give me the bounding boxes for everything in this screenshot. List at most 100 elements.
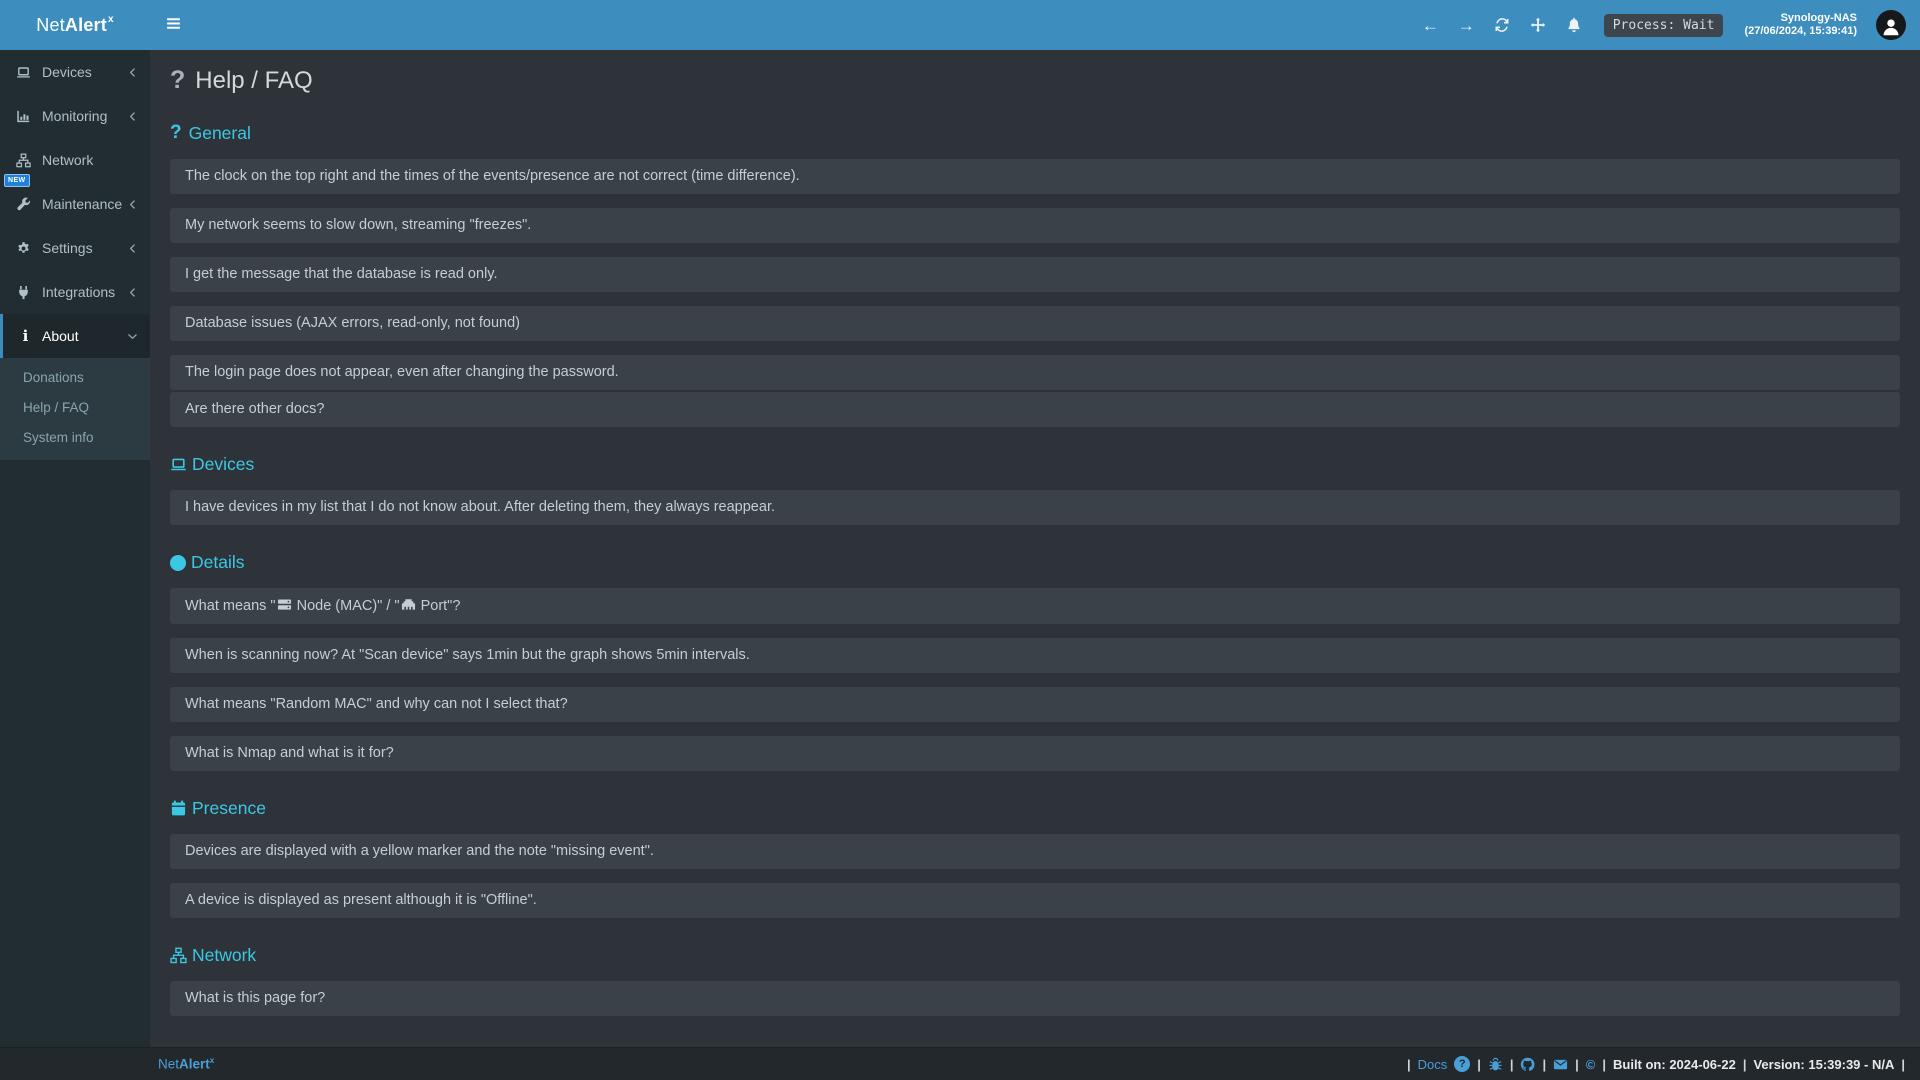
footer: NetAlertx | Docs | | | | © | Built on: 2…	[0, 1047, 1920, 1080]
faq-section-presence: Presence Devices are displayed with a yel…	[170, 798, 1900, 918]
page-title-text: Help / FAQ	[195, 66, 313, 94]
question-icon: ?	[170, 66, 186, 94]
brand-alert: Alert	[64, 14, 107, 35]
host-timestamp: (27/06/2024, 15:39:41)	[1744, 25, 1857, 37]
footer-brand-sup: x	[209, 1056, 215, 1066]
separator: |	[1542, 1056, 1547, 1072]
faq-section-details: Details What means " Node (MAC)" / " Port…	[170, 552, 1900, 771]
sidebar-item-maintenance[interactable]: NEW Maintenance	[0, 174, 150, 226]
question-circle-icon[interactable]	[1454, 1056, 1471, 1072]
faq-item[interactable]: I get the message that the database is r…	[170, 257, 1900, 292]
hamburger-icon	[165, 15, 182, 35]
faq-item[interactable]: What means " Node (MAC)" / " Port"?	[170, 588, 1900, 624]
section-title: General	[188, 122, 251, 143]
faq-item[interactable]: The login page does not appear, even aft…	[170, 355, 1900, 390]
info-icon: i	[22, 327, 29, 345]
bug-icon[interactable]	[1488, 1057, 1503, 1072]
sidebar-item-label: Devices	[42, 64, 92, 80]
laptop-icon	[170, 456, 187, 473]
sidebar-item-integrations[interactable]: Integrations	[0, 270, 150, 314]
back-arrow-icon[interactable]: ←	[1421, 15, 1439, 35]
section-header: Devices	[170, 454, 1900, 475]
sidebar-subitem-system-info[interactable]: System info	[23, 429, 94, 445]
faq-item[interactable]: Are there other docs?	[170, 392, 1900, 427]
separator: |	[1406, 1056, 1411, 1072]
docs-link[interactable]: Docs	[1417, 1056, 1448, 1072]
server-icon	[277, 597, 292, 612]
question-icon: ?	[170, 122, 182, 143]
laptop-icon	[16, 65, 35, 80]
separator: |	[1742, 1056, 1747, 1072]
plug-icon	[16, 285, 35, 300]
separator: |	[1509, 1056, 1514, 1072]
section-title: Devices	[192, 454, 255, 474]
faq-item[interactable]: What is this page for?	[170, 981, 1900, 1016]
faq-item[interactable]: My network seems to slow down, streaming…	[170, 208, 1900, 243]
main-content: ? Help / FAQ ? General The clock on the to…	[150, 50, 1920, 1047]
sidebar-item-devices[interactable]: Devices	[0, 50, 150, 94]
calendar-icon	[170, 800, 187, 817]
section-header: ? General	[170, 122, 1900, 144]
ethernet-icon	[401, 597, 416, 612]
new-badge: NEW	[4, 174, 30, 187]
wrench-icon	[16, 197, 35, 212]
chevron-left-icon	[127, 243, 138, 254]
bell-icon[interactable]	[1566, 17, 1583, 34]
sidebar-item-label: Settings	[42, 240, 93, 256]
faq-section-general: ? General The clock on the top right and t…	[170, 122, 1900, 427]
gear-icon	[16, 241, 35, 256]
sidebar-item-label: Monitoring	[42, 108, 108, 124]
sidebar: Devices Monitoring Network NEW Maintenance Se…	[0, 50, 150, 1047]
move-icon[interactable]	[1530, 17, 1547, 34]
chevron-left-icon	[127, 67, 138, 78]
chevron-left-icon	[127, 111, 138, 122]
brand-net: Net	[36, 14, 65, 35]
chevron-left-icon	[127, 199, 138, 210]
github-icon[interactable]	[1520, 1057, 1535, 1072]
faq-item[interactable]: What means "Random MAC" and why can not …	[170, 687, 1900, 722]
sidebar-subitem-donations[interactable]: Donations	[23, 369, 84, 385]
brand-logo[interactable]: NetAlertx	[0, 0, 150, 50]
faq-item[interactable]: Database issues (AJAX errors, read-only,…	[170, 306, 1900, 341]
chevron-down-icon	[127, 331, 138, 342]
footer-brand-net: Net	[158, 1056, 180, 1072]
host-name: Synology-NAS	[1780, 12, 1857, 24]
forward-arrow-icon[interactable]: →	[1457, 15, 1475, 35]
sidebar-submenu-about: Donations Help / FAQ System info	[0, 358, 150, 460]
sidebar-item-label: Integrations	[42, 284, 116, 300]
faq-section-devices: Devices I have devices in my list that I …	[170, 454, 1900, 525]
separator: |	[1575, 1056, 1579, 1072]
sidebar-toggle-button[interactable]	[150, 0, 196, 50]
sidebar-item-settings[interactable]: Settings	[0, 226, 150, 270]
sidebar-item-network[interactable]: Network	[0, 138, 150, 182]
copyright-icon[interactable]: ©	[1585, 1056, 1596, 1072]
faq-item[interactable]: A device is displayed as present althoug…	[170, 883, 1900, 918]
footer-brand-link[interactable]: NetAlertx	[158, 1056, 214, 1072]
sitemap-icon	[16, 153, 35, 168]
faq-item[interactable]: The clock on the top right and the times…	[170, 159, 1900, 194]
faq-item[interactable]: What is Nmap and what is it for?	[170, 736, 1900, 771]
faq-item[interactable]: Devices are displayed with a yellow mark…	[170, 834, 1900, 869]
version-text: Version: 15:39:39 - N/A	[1753, 1056, 1895, 1072]
sidebar-subitem-help-faq[interactable]: Help / FAQ	[23, 399, 90, 415]
page-title: ? Help / FAQ	[170, 66, 1900, 95]
info-circle-icon	[170, 554, 186, 571]
separator: |	[1602, 1056, 1606, 1072]
chart-icon	[16, 109, 35, 124]
footer-brand-alert: Alert	[179, 1056, 210, 1072]
sidebar-item-monitoring[interactable]: Monitoring	[0, 94, 150, 138]
faq-item[interactable]: When is scanning now? At "Scan device" s…	[170, 638, 1900, 673]
sitemap-icon	[170, 947, 187, 964]
section-title: Network	[192, 945, 257, 965]
brand-sup: x	[107, 13, 114, 25]
process-status-badge: Process: Wait	[1603, 13, 1724, 37]
envelope-icon[interactable]	[1553, 1057, 1568, 1072]
refresh-icon[interactable]	[1494, 17, 1511, 34]
host-info: Synology-NAS (27/06/2024, 15:39:41)	[1744, 12, 1857, 38]
sidebar-item-about[interactable]: i About	[0, 314, 150, 358]
faq-item[interactable]: I have devices in my list that I do not …	[170, 490, 1900, 525]
user-avatar[interactable]	[1876, 10, 1906, 40]
separator: |	[1901, 1056, 1905, 1072]
chevron-left-icon	[127, 287, 138, 298]
